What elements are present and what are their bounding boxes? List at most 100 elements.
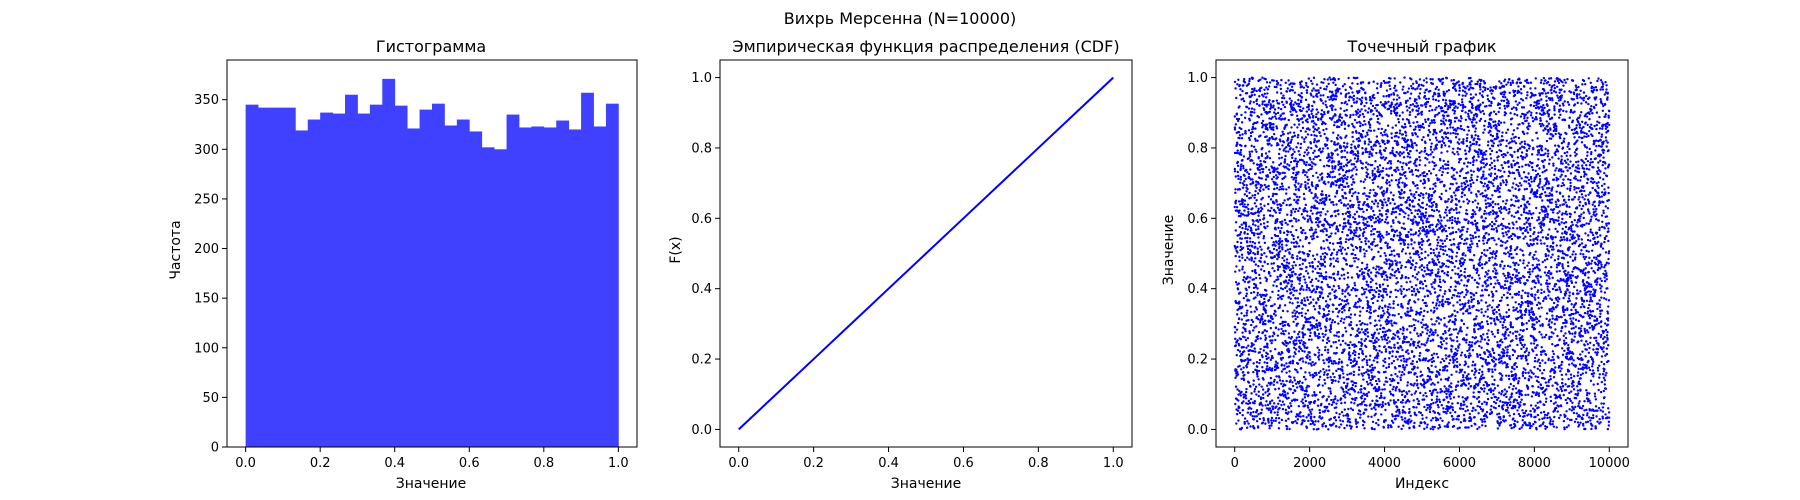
scatter-point (1416, 135, 1419, 138)
scatter-point (1366, 383, 1370, 386)
scatter-point (1299, 226, 1303, 230)
scatter-point (1309, 280, 1313, 284)
scatter-point (1261, 313, 1265, 316)
scatter-point (1268, 110, 1272, 114)
scatter-point (1334, 232, 1337, 235)
scatter-point (1314, 187, 1318, 191)
scatter-point (1375, 336, 1378, 340)
scatter-point (1253, 388, 1257, 391)
scatter-point (1290, 399, 1294, 402)
scatter-point (1370, 233, 1373, 236)
scatter-point (1240, 223, 1243, 226)
scatter-point (1275, 285, 1278, 288)
scatter-point (1407, 230, 1410, 234)
scatter-point (1341, 365, 1344, 369)
scatter-point (1358, 215, 1361, 218)
scatter-point (1400, 302, 1403, 306)
scatter-point (1316, 404, 1320, 407)
scatter-point (1327, 304, 1331, 307)
scatter-point (1384, 201, 1387, 204)
scatter-point (1384, 370, 1387, 374)
scatter-point (1363, 140, 1367, 143)
scatter-point (1390, 419, 1394, 423)
scatter-point (1305, 89, 1309, 92)
scatter-point (1364, 166, 1368, 169)
scatter-point (1352, 203, 1355, 207)
scatter-point (1404, 131, 1407, 134)
scatter-point (1303, 162, 1306, 165)
scatter-point (1287, 396, 1290, 400)
scatter-point (1249, 240, 1252, 243)
scatter-point (1272, 262, 1276, 265)
scatter-point (1274, 314, 1277, 317)
scatter-point (1287, 266, 1290, 269)
scatter-point (1262, 130, 1265, 134)
scatter-point (1330, 321, 1334, 324)
scatter-point (1323, 132, 1326, 136)
scatter-point (1398, 261, 1402, 264)
scatter-point (1268, 156, 1272, 160)
scatter-point (1332, 248, 1336, 251)
scatter-point (1284, 384, 1287, 387)
scatter-point (1345, 134, 1348, 137)
scatter-point (1268, 137, 1271, 140)
scatter-point (1383, 149, 1387, 153)
scatter-point (1340, 121, 1344, 125)
scatter-point (1343, 248, 1347, 251)
scatter-point (1289, 140, 1293, 143)
scatter-point (1236, 245, 1239, 249)
scatter-point (1313, 128, 1317, 131)
scatter-point (1309, 301, 1313, 304)
scatter-point (1374, 160, 1377, 163)
scatter-point (1356, 198, 1359, 201)
scatter-point (1306, 175, 1309, 179)
scatter-point (1373, 386, 1377, 389)
scatter-point (1354, 231, 1357, 234)
scatter-point (1270, 341, 1273, 345)
scatter-point (1365, 380, 1369, 384)
scatter-point (1383, 198, 1386, 201)
scatter-point (1385, 212, 1388, 216)
scatter-point (1241, 246, 1245, 249)
scatter-point (1353, 353, 1357, 357)
scatter-point (1362, 371, 1366, 375)
scatter-point (1363, 387, 1367, 390)
scatter-point (1415, 375, 1419, 379)
scatter-point (1370, 277, 1373, 280)
scatter-point (1398, 412, 1401, 415)
scatter-point (1343, 277, 1346, 280)
scatter-point (1324, 103, 1327, 107)
scatter-point (1314, 228, 1317, 231)
scatter-point (1273, 115, 1277, 118)
scatter-point (1259, 293, 1262, 296)
scatter-point (1277, 289, 1280, 293)
scatter-point (1384, 218, 1388, 221)
scatter-point (1318, 354, 1321, 357)
scatter-point (1308, 371, 1311, 374)
scatter-point (1286, 248, 1290, 251)
scatter-point (1324, 300, 1328, 303)
scatter-point (1364, 135, 1367, 138)
scatter-point (1320, 402, 1323, 406)
scatter-point (1325, 317, 1329, 320)
scatter-point (1410, 383, 1413, 386)
scatter-point (1411, 108, 1414, 111)
scatter-point (1408, 121, 1411, 125)
scatter-point (1266, 128, 1269, 131)
scatter-point (1256, 121, 1259, 124)
scatter-point (1237, 177, 1240, 181)
scatter-point (1266, 220, 1269, 224)
scatter-point (1297, 414, 1300, 418)
scatter-point (1416, 288, 1419, 291)
scatter-point (1303, 197, 1306, 201)
scatter-point (1253, 121, 1256, 125)
scatter-point (1260, 184, 1264, 187)
scatter-point (1329, 235, 1332, 238)
scatter-point (1392, 194, 1395, 197)
scatter-point (1375, 323, 1378, 327)
scatter-point (1300, 339, 1303, 342)
scatter-point (1250, 318, 1253, 322)
scatter-point (1381, 401, 1385, 404)
scatter-point (1397, 253, 1401, 256)
scatter-point (1312, 76, 1316, 80)
